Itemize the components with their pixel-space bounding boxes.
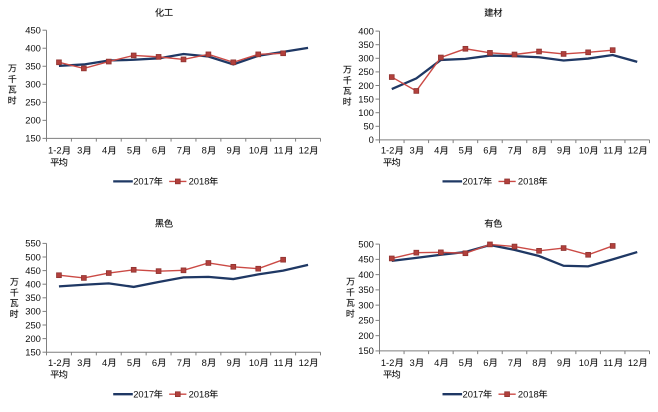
svg-text:12: 12	[299, 357, 309, 368]
svg-text:200: 200	[358, 80, 374, 91]
svg-text:250: 250	[25, 97, 41, 108]
svg-text:2017: 2017	[133, 389, 154, 400]
svg-text:300: 300	[25, 79, 41, 90]
svg-text:6: 6	[152, 357, 157, 368]
svg-text:2018: 2018	[518, 389, 539, 400]
svg-text:10: 10	[579, 357, 589, 368]
svg-text:10: 10	[249, 145, 259, 156]
svg-text:0: 0	[369, 134, 374, 145]
svg-text:3: 3	[410, 145, 415, 156]
svg-text:10: 10	[579, 145, 589, 156]
svg-text:4: 4	[102, 357, 107, 368]
svg-text:150: 150	[25, 133, 41, 144]
svg-text:12: 12	[299, 145, 309, 156]
svg-text:400: 400	[25, 278, 41, 289]
svg-text:8: 8	[202, 145, 207, 156]
svg-text:150: 150	[358, 345, 374, 356]
svg-text:5: 5	[459, 145, 464, 156]
svg-text:11: 11	[274, 145, 284, 156]
svg-text:11: 11	[603, 145, 613, 156]
svg-text:400: 400	[25, 43, 41, 54]
svg-text:200: 200	[25, 333, 41, 344]
svg-text:400: 400	[358, 25, 374, 36]
svg-text:2018: 2018	[518, 176, 539, 187]
svg-text:200: 200	[25, 115, 41, 126]
svg-text:150: 150	[358, 93, 374, 104]
svg-text:12: 12	[628, 357, 638, 368]
svg-text:300: 300	[358, 53, 374, 64]
svg-text:5: 5	[459, 357, 464, 368]
svg-text:150: 150	[25, 346, 41, 357]
svg-text:50: 50	[363, 121, 373, 132]
svg-text:350: 350	[25, 292, 41, 303]
svg-text:2017: 2017	[463, 176, 484, 187]
svg-text:450: 450	[358, 254, 374, 265]
svg-text:8: 8	[532, 145, 537, 156]
svg-text:300: 300	[25, 306, 41, 317]
svg-text:3: 3	[410, 357, 415, 368]
svg-text:100: 100	[358, 107, 374, 118]
svg-text:450: 450	[25, 24, 41, 35]
svg-text:2017: 2017	[133, 176, 154, 187]
svg-text:4: 4	[102, 145, 107, 156]
svg-text:11: 11	[274, 357, 284, 368]
svg-text:7: 7	[177, 145, 182, 156]
svg-text:5: 5	[127, 357, 132, 368]
svg-text:5: 5	[127, 145, 132, 156]
svg-text:9: 9	[227, 357, 232, 368]
svg-text:9: 9	[557, 145, 562, 156]
svg-text:6: 6	[152, 145, 157, 156]
svg-text:400: 400	[358, 269, 374, 280]
svg-text:2018: 2018	[189, 176, 210, 187]
svg-text:1-2: 1-2	[48, 357, 62, 368]
svg-text:3: 3	[77, 145, 82, 156]
svg-text:11: 11	[603, 357, 613, 368]
svg-text:2017: 2017	[463, 389, 484, 400]
svg-text:8: 8	[532, 357, 537, 368]
svg-text:350: 350	[358, 39, 374, 50]
svg-text:10: 10	[249, 357, 259, 368]
svg-text:350: 350	[25, 61, 41, 72]
svg-text:9: 9	[557, 357, 562, 368]
svg-text:8: 8	[202, 357, 207, 368]
svg-text:9: 9	[227, 145, 232, 156]
svg-text:500: 500	[25, 251, 41, 262]
svg-text:1-2: 1-2	[48, 145, 62, 156]
svg-text:450: 450	[25, 265, 41, 276]
svg-text:6: 6	[483, 145, 488, 156]
svg-text:6: 6	[483, 357, 488, 368]
svg-text:1-2: 1-2	[381, 357, 395, 368]
svg-text:4: 4	[434, 145, 439, 156]
svg-text:4: 4	[434, 357, 439, 368]
svg-text:12: 12	[628, 145, 638, 156]
svg-text:1-2: 1-2	[381, 145, 395, 156]
svg-text:500: 500	[358, 238, 374, 249]
svg-text:250: 250	[358, 315, 374, 326]
svg-text:7: 7	[508, 357, 513, 368]
svg-text:250: 250	[25, 319, 41, 330]
svg-text:7: 7	[508, 145, 513, 156]
svg-text:200: 200	[358, 330, 374, 341]
svg-text:3: 3	[77, 357, 82, 368]
svg-text:2018: 2018	[189, 389, 210, 400]
svg-text:250: 250	[358, 66, 374, 77]
svg-text:7: 7	[177, 357, 182, 368]
svg-text:550: 550	[25, 238, 41, 249]
svg-text:350: 350	[358, 284, 374, 295]
svg-text:300: 300	[358, 299, 374, 310]
